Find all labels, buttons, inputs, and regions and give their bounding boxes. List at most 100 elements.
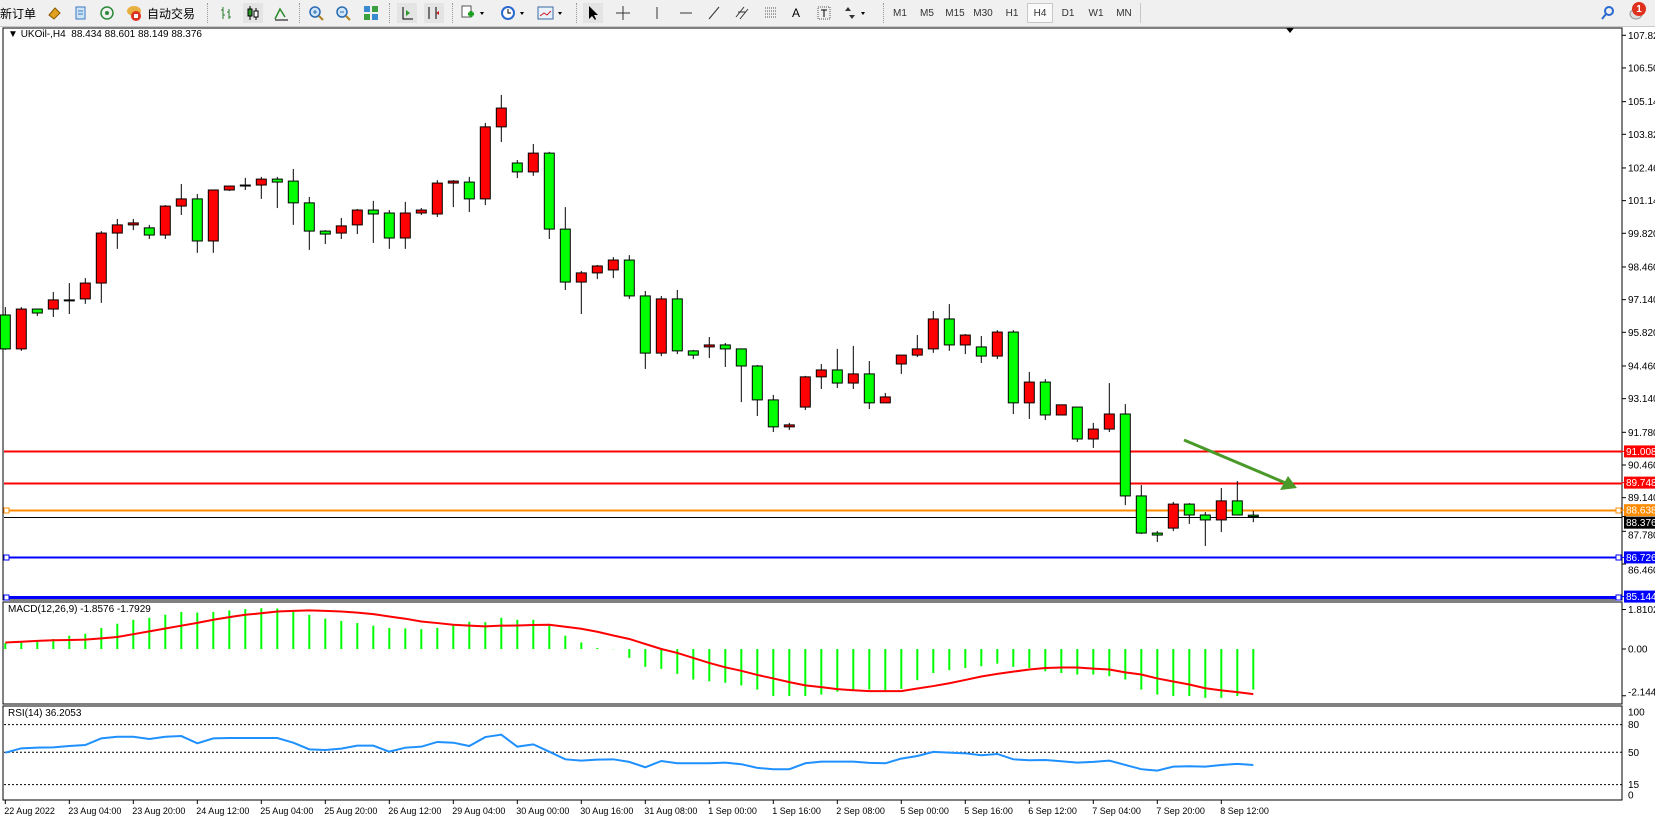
candle — [63, 283, 75, 314]
timeframe-m1[interactable]: M1 — [893, 7, 907, 19]
macd-histogram-bar — [1156, 649, 1159, 695]
candle-body — [911, 348, 923, 356]
rsi-axis-label: 80 — [1628, 720, 1640, 731]
timeframe-m15[interactable]: M15 — [945, 7, 965, 19]
auto-scroll-icon[interactable] — [397, 3, 417, 23]
bar-chart-icon[interactable] — [216, 3, 236, 23]
price-line-tag-bg — [1624, 445, 1655, 458]
candle-body — [575, 272, 587, 283]
arrows-icon[interactable] — [840, 3, 872, 23]
time-tick-label: 26 Aug 12:00 — [388, 806, 441, 816]
candle — [1103, 383, 1115, 433]
candle-body — [1167, 503, 1179, 529]
candle — [815, 364, 827, 389]
line-handle[interactable] — [3, 554, 10, 561]
cursor-icon[interactable] — [583, 3, 603, 23]
macd-histogram-bar — [756, 649, 759, 690]
candlestick-chart-icon[interactable] — [243, 3, 263, 23]
tile-windows-icon[interactable] — [361, 3, 381, 23]
candles — [0, 94, 1259, 546]
vertical-line-icon[interactable] — [647, 3, 667, 23]
trend-arrow-line[interactable] — [1183, 438, 1289, 486]
collapse-triangle-icon[interactable]: ▼ — [8, 29, 18, 40]
candle-body — [31, 308, 43, 314]
macd-histogram-bar — [324, 618, 327, 649]
line-handle[interactable] — [1615, 594, 1622, 601]
auto-trading-icon[interactable] — [124, 3, 144, 23]
indicators-icon[interactable] — [458, 3, 488, 23]
candle-body — [495, 107, 507, 128]
new-order-button[interactable]: 新订单 — [0, 6, 37, 21]
crosshair-icon[interactable] — [613, 3, 633, 23]
candle-body — [175, 198, 187, 207]
zoom-out-icon[interactable] — [333, 3, 353, 23]
search-icon[interactable] — [1598, 3, 1618, 23]
timeframe-m30[interactable]: M30 — [973, 7, 993, 19]
candle — [1119, 404, 1131, 506]
candle-body — [975, 346, 987, 357]
text-label-icon[interactable] — [814, 3, 834, 23]
price-line-tag: 88.376 — [1626, 518, 1655, 529]
time-tick-label: 25 Aug 20:00 — [324, 806, 377, 816]
timeframe-h1[interactable]: H1 — [1005, 7, 1019, 19]
chart-shift-marker[interactable] — [1286, 28, 1294, 33]
macd-histogram-bar — [484, 622, 487, 649]
chart-header: ▼ UKOil-,H4 88.434 88.601 88.149 88.376 — [8, 29, 202, 40]
macd-label: MACD(12,26,9) -1.8576 -1.7929 — [8, 604, 151, 615]
auto-trading-button[interactable]: 自动交易 — [146, 6, 195, 21]
horizontal-line-icon[interactable] — [676, 3, 696, 23]
macd-histogram-bar — [868, 649, 871, 690]
macd-signal-line — [5, 609, 1254, 696]
timeframe-d1[interactable]: D1 — [1061, 7, 1075, 19]
macd-histogram-bar — [996, 649, 999, 664]
candle — [863, 361, 875, 410]
strategy-tester-icon[interactable] — [70, 3, 90, 23]
candle-body — [0, 314, 11, 350]
macd-histogram-bar — [1236, 649, 1239, 697]
fibonacci-icon[interactable] — [761, 3, 781, 23]
macd-histogram-bar — [628, 649, 631, 658]
price-tick-label: 101.140 — [1628, 196, 1655, 207]
candle — [975, 336, 987, 364]
candle-body — [191, 198, 203, 242]
timeframe-m5[interactable]: M5 — [920, 7, 934, 19]
candle — [959, 334, 971, 355]
line-handle[interactable] — [3, 507, 10, 514]
candle-body — [303, 202, 315, 232]
candle — [511, 160, 523, 179]
equidistant-channel-icon[interactable] — [732, 3, 752, 23]
chart-shift-icon[interactable] — [424, 3, 444, 23]
time-tick-label: 30 Aug 16:00 — [580, 806, 633, 816]
candle — [1023, 371, 1035, 419]
candle-body — [383, 212, 395, 239]
candle — [1087, 422, 1099, 448]
zoom-in-icon[interactable] — [306, 3, 326, 23]
candle — [495, 94, 507, 142]
macd-histogram-bar — [900, 649, 903, 689]
timeframe-mn[interactable]: MN — [1116, 7, 1132, 19]
price-tick-label: 105.140 — [1628, 97, 1655, 108]
history-center-icon[interactable] — [44, 3, 64, 23]
macd-histogram-bar — [308, 614, 311, 649]
line-chart-icon[interactable] — [271, 3, 291, 23]
price-tick-label: 87.780 — [1628, 531, 1655, 542]
signals-icon[interactable] — [97, 3, 117, 23]
timeframe-w1[interactable]: W1 — [1088, 7, 1104, 19]
price-tick-label: 99.820 — [1628, 229, 1655, 240]
timeframe-h4[interactable]: H4 — [1027, 3, 1053, 23]
templates-icon[interactable] — [535, 3, 567, 23]
candle — [479, 122, 491, 206]
candle — [543, 151, 555, 239]
trendline-icon[interactable] — [704, 3, 724, 23]
line-handle[interactable] — [1615, 507, 1622, 514]
periods-icon[interactable] — [498, 3, 528, 23]
macd-histogram-bar — [836, 649, 839, 692]
candle-body — [591, 265, 603, 274]
candle-body — [895, 354, 907, 365]
line-handle[interactable] — [1615, 554, 1622, 561]
text-icon[interactable]: A — [791, 6, 800, 20]
time-tick-label: 5 Sep 16:00 — [964, 806, 1013, 816]
macd-histogram-bar — [580, 642, 583, 649]
line-handle[interactable] — [3, 594, 10, 601]
